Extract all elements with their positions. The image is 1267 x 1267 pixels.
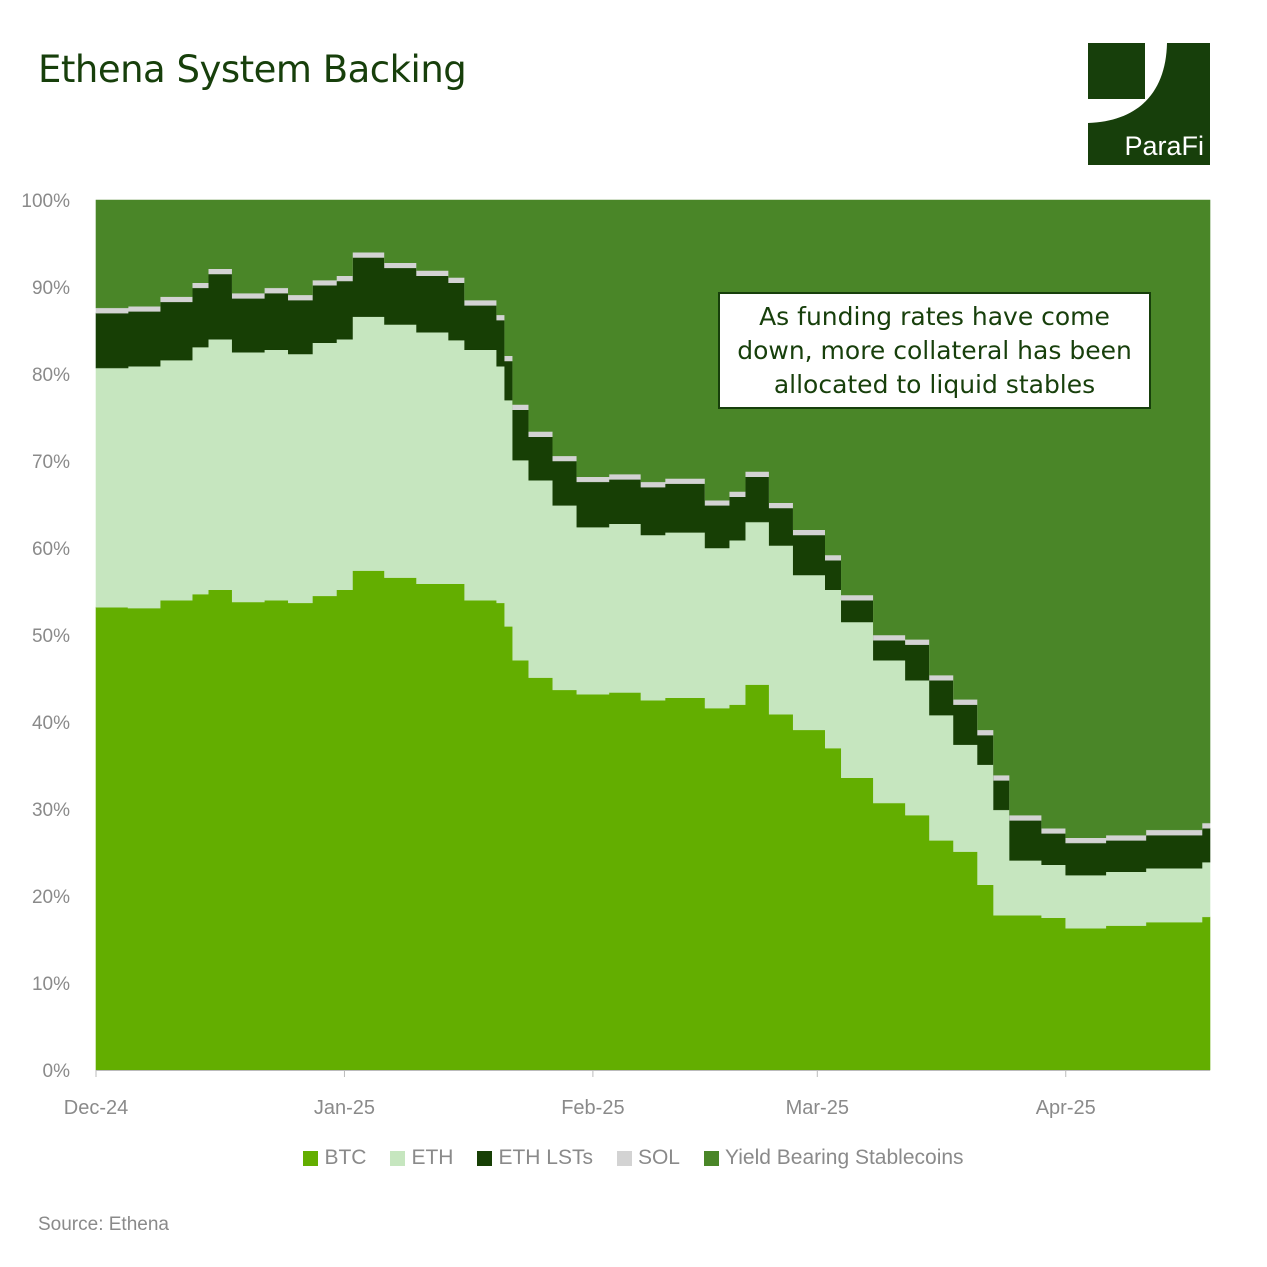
legend-item-eth: ETH bbox=[390, 1146, 453, 1170]
y-tick-label: 70% bbox=[32, 452, 70, 473]
legend-swatch bbox=[616, 1150, 632, 1166]
y-axis: 0% 10% 20% 30% 40% 50% 60% 70% 80% 90% 100% bbox=[21, 191, 70, 1082]
y-tick-label: 80% bbox=[32, 365, 70, 386]
legend-item-yield-bearing-stablecoins: Yield Bearing Stablecoins bbox=[704, 1146, 964, 1170]
legend-item-btc: BTC bbox=[303, 1146, 366, 1170]
y-tick-label: 50% bbox=[32, 626, 70, 647]
y-tick-label: 100% bbox=[21, 191, 70, 212]
x-tick-label: Jan-25 bbox=[314, 1097, 375, 1119]
y-tick-label: 0% bbox=[43, 1061, 71, 1082]
legend-swatch bbox=[477, 1150, 493, 1166]
legend-label: SOL bbox=[637, 1146, 680, 1169]
legend-swatch bbox=[390, 1150, 406, 1166]
y-tick-label: 40% bbox=[32, 713, 70, 734]
x-tick-label: Feb-25 bbox=[561, 1097, 624, 1119]
legend-swatch bbox=[704, 1150, 719, 1166]
legend-label: Yield Bearing Stablecoins bbox=[725, 1146, 964, 1169]
y-tick-label: 60% bbox=[32, 539, 70, 560]
x-axis: Dec-24 Jan-25 Feb-25 Mar-25 Apr-25 bbox=[64, 1070, 1210, 1119]
y-tick-label: 30% bbox=[32, 800, 70, 821]
page-title: Ethena System Backing bbox=[38, 48, 467, 91]
source-note: Source: Ethena bbox=[38, 1214, 169, 1235]
chart-legend: BTC ETH ETH LSTs SOL Yield Bearing Stablecoi… bbox=[0, 1146, 1267, 1170]
chart-annotation: As funding rates have come down, more co… bbox=[718, 292, 1151, 409]
y-tick-label: 10% bbox=[32, 974, 70, 995]
legend-label: BTC bbox=[324, 1146, 367, 1169]
y-tick-label: 90% bbox=[32, 278, 70, 299]
x-tick-label: Apr-25 bbox=[1036, 1097, 1096, 1119]
legend-item-eth-lsts: ETH LSTs bbox=[477, 1146, 593, 1170]
logo-text: ParaFi bbox=[1124, 131, 1204, 161]
legend-label: ETH bbox=[411, 1146, 454, 1169]
legend-item-sol: SOL bbox=[616, 1146, 680, 1170]
x-tick-label: Mar-25 bbox=[786, 1097, 849, 1119]
x-tick-label: Dec-24 bbox=[64, 1097, 128, 1119]
legend-swatch bbox=[303, 1150, 319, 1166]
parafi-logo: ParaFi bbox=[1088, 43, 1210, 165]
y-tick-label: 20% bbox=[32, 887, 70, 908]
legend-label: ETH LSTs bbox=[498, 1146, 593, 1169]
